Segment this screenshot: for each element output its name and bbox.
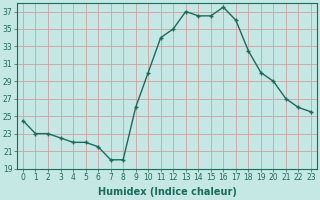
- X-axis label: Humidex (Indice chaleur): Humidex (Indice chaleur): [98, 187, 236, 197]
